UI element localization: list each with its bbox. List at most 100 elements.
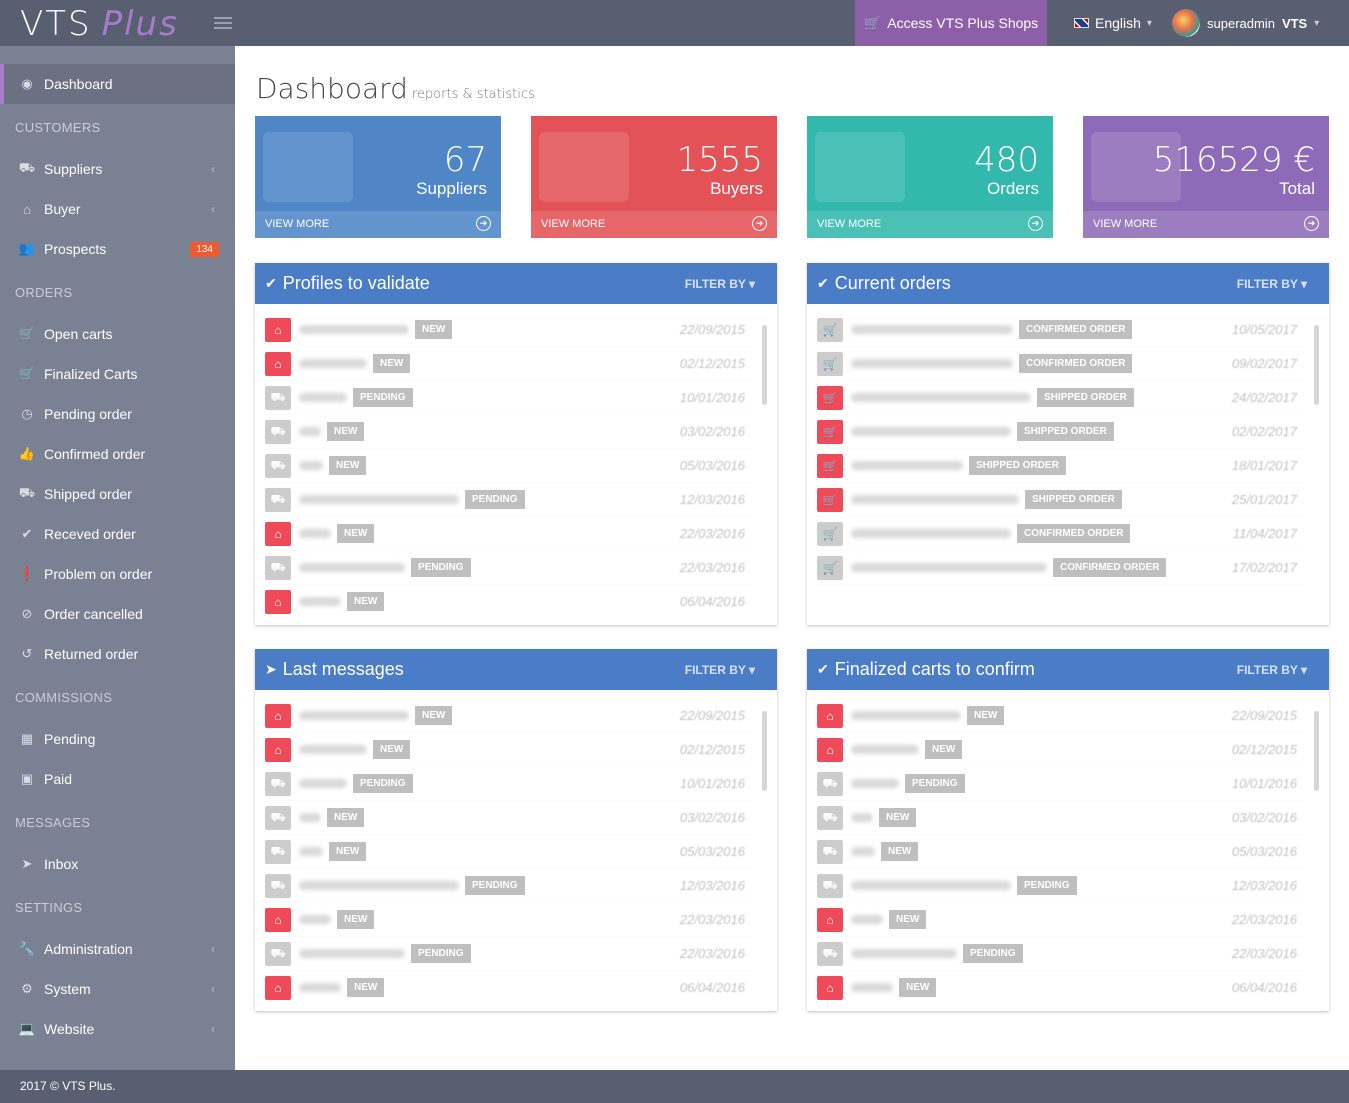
list-item[interactable]: ⌂ NEW 22/03/2016 [265, 903, 753, 937]
list-item[interactable]: ⌂ NEW 06/04/2016 [265, 971, 753, 1004]
sidebar-item-shipped-order[interactable]: ⛟ Shipped order [18, 485, 132, 502]
blurred-name [299, 359, 367, 368]
blurred-name [299, 461, 323, 470]
list-item[interactable]: ⛟ NEW 05/03/2016 [817, 835, 1305, 869]
list-item[interactable]: 🛒 CONFIRMED ORDER 09/02/2017 [817, 347, 1305, 381]
view-more-link[interactable]: VIEW MORE ➔ [1083, 211, 1329, 238]
list-item[interactable]: 🛒 SHIPPED ORDER 24/02/2017 [817, 381, 1305, 415]
tile-bg-icon [263, 132, 353, 202]
scrollbar[interactable] [1314, 711, 1319, 791]
menu-toggle-icon[interactable] [214, 17, 232, 30]
sidebar-item-pending-order[interactable]: ◷ Pending order [0, 394, 235, 434]
scrollbar[interactable] [762, 325, 767, 405]
money-icon: ▣ [20, 771, 34, 786]
row-date: 10/01/2016 [1231, 776, 1297, 791]
list-item[interactable]: ⌂ NEW 22/03/2016 [265, 517, 753, 551]
list-item[interactable]: ⛟ PENDING 22/03/2016 [265, 937, 753, 971]
stat-tile-suppliers[interactable]: 67 Suppliers VIEW MORE ➔ [255, 116, 501, 238]
app-logo[interactable]: VTS Plus [20, 4, 179, 44]
sidebar-item-dashboard[interactable]: ◉ Dashboard [0, 64, 235, 104]
sidebar-item-problem-order[interactable]: ❗ Problem on order [18, 566, 153, 582]
list-item[interactable]: ⌂ NEW 02/12/2015 [265, 733, 753, 767]
filter-button[interactable]: FILTER BY ▾ [1236, 277, 1307, 291]
sidebar-item-administration[interactable]: 🔧 Administration ‹ [18, 941, 215, 957]
sidebar-item-pending[interactable]: ▦ Pending [0, 719, 235, 759]
sidebar-item-confirmed-order[interactable]: 👍 Confirmed order [18, 446, 146, 462]
scrollbar[interactable] [762, 711, 767, 791]
user-menu[interactable]: superadmin VTS ▾ [1172, 9, 1319, 37]
blurred-name [299, 915, 331, 924]
sidebar-item-suppliers[interactable]: ⛟ Suppliers ‹ [18, 160, 215, 177]
list-item[interactable]: ⛟ NEW 03/02/2016 [817, 801, 1305, 835]
list-item[interactable]: 🛒 SHIPPED ORDER 02/02/2017 [817, 415, 1305, 449]
filter-button[interactable]: FILTER BY ▾ [684, 663, 755, 677]
list-item[interactable]: 🛒 CONFIRMED ORDER 11/04/2017 [817, 517, 1305, 551]
list-item[interactable]: 🛒 SHIPPED ORDER 18/01/2017 [817, 449, 1305, 483]
status-badge: CONFIRMED ORDER [1019, 354, 1133, 373]
truck-icon: ⛟ [265, 453, 291, 478]
blurred-name [851, 359, 1013, 368]
status-badge: PENDING [353, 774, 413, 793]
scrollbar[interactable] [1314, 325, 1319, 405]
list-item[interactable]: ⌂ NEW 06/04/2016 [817, 971, 1305, 1004]
sidebar-item-prospects[interactable]: 👥 Prospects 134 [0, 229, 235, 269]
list-item[interactable]: ⛟ PENDING 12/03/2016 [265, 483, 753, 517]
filter-button[interactable]: FILTER BY ▾ [1236, 663, 1307, 677]
list-item[interactable]: ⌂ NEW 02/12/2015 [817, 733, 1305, 767]
sidebar-item-receved-order[interactable]: ✔ Receved order [0, 514, 235, 554]
access-shops-button[interactable]: 🛒 Access VTS Plus Shops [855, 0, 1047, 46]
stat-tile-orders[interactable]: 480 Orders VIEW MORE ➔ [807, 116, 1053, 238]
sidebar-item-system[interactable]: ⚙ System ‹ [0, 969, 235, 1009]
paper-plane-icon: ➤ [21, 856, 33, 871]
home-icon: ⌂ [265, 317, 291, 342]
home-icon: ⌂ [265, 907, 291, 932]
view-more-link[interactable]: VIEW MORE ➔ [531, 211, 777, 238]
row-date: 12/03/2016 [679, 492, 745, 507]
status-badge: PENDING [353, 388, 413, 407]
list-item[interactable]: ⛟ NEW 05/03/2016 [265, 449, 753, 483]
view-more-link[interactable]: VIEW MORE ➔ [255, 211, 501, 238]
truck-icon: ⛟ [265, 771, 291, 796]
truck-icon: ⛟ [817, 805, 843, 830]
list-item[interactable]: ⛟ NEW 05/03/2016 [265, 835, 753, 869]
check-icon: ✔ [817, 275, 829, 291]
check-circle-icon: ✔ [21, 526, 33, 541]
sidebar-item-finalized-carts[interactable]: 🛒 Finalized Carts [18, 366, 138, 382]
list-item[interactable]: ⛟ PENDING 10/01/2016 [265, 381, 753, 415]
list-item[interactable]: ⌂ NEW 06/04/2016 [265, 585, 753, 618]
list-item[interactable]: 🛒 SHIPPED ORDER 25/01/2017 [817, 483, 1305, 517]
stat-tile-buyers[interactable]: 1555 Buyers VIEW MORE ➔ [531, 116, 777, 238]
list-item[interactable]: ⌂ NEW 22/03/2016 [817, 903, 1305, 937]
list-item[interactable]: ⛟ PENDING 10/01/2016 [265, 767, 753, 801]
blurred-name [851, 949, 957, 958]
stat-value: 1555 [676, 140, 763, 180]
sidebar-item-inbox[interactable]: ➤ Inbox [0, 844, 235, 884]
sidebar-item-returned-order[interactable]: ↺ Returned order [0, 634, 235, 674]
sidebar-item-open-carts[interactable]: 🛒 Open carts [18, 326, 113, 342]
list-item[interactable]: 🛒 CONFIRMED ORDER 10/05/2017 [817, 313, 1305, 347]
status-badge: NEW [881, 842, 919, 861]
list-item[interactable]: ⛟ PENDING 22/03/2016 [817, 937, 1305, 971]
language-selector[interactable]: English ▾ [1074, 15, 1152, 31]
sidebar-item-website[interactable]: 💻 Website ‹ [18, 1021, 215, 1037]
list-item[interactable]: ⛟ NEW 03/02/2016 [265, 415, 753, 449]
list-item[interactable]: ⛟ PENDING 22/03/2016 [265, 551, 753, 585]
list-item[interactable]: ⛟ PENDING 12/03/2016 [817, 869, 1305, 903]
list-item[interactable]: 🛒 CONFIRMED ORDER 17/02/2017 [817, 551, 1305, 585]
tile-bg-icon [1091, 132, 1181, 202]
list-item[interactable]: ⛟ PENDING 12/03/2016 [265, 869, 753, 903]
filter-button[interactable]: FILTER BY ▾ [684, 277, 755, 291]
list-item[interactable]: ⌂ NEW 22/09/2015 [265, 699, 753, 733]
status-badge: SHIPPED ORDER [1037, 388, 1134, 407]
list-item[interactable]: ⛟ NEW 03/02/2016 [265, 801, 753, 835]
view-more-link[interactable]: VIEW MORE ➔ [807, 211, 1053, 238]
sidebar-item-order-cancelled[interactable]: ⊘ Order cancelled [0, 594, 235, 634]
list-item[interactable]: ⌂ NEW 22/09/2015 [817, 699, 1305, 733]
sidebar-item-buyer[interactable]: ⌂ Buyer ‹ [0, 189, 235, 229]
stat-tile-total[interactable]: 516529 € Total VIEW MORE ➔ [1083, 116, 1329, 238]
list-item[interactable]: ⌂ NEW 22/09/2015 [265, 313, 753, 347]
blurred-name [299, 393, 347, 402]
list-item[interactable]: ⌂ NEW 02/12/2015 [265, 347, 753, 381]
sidebar-item-paid[interactable]: ▣ Paid [0, 759, 235, 799]
list-item[interactable]: ⛟ PENDING 10/01/2016 [817, 767, 1305, 801]
